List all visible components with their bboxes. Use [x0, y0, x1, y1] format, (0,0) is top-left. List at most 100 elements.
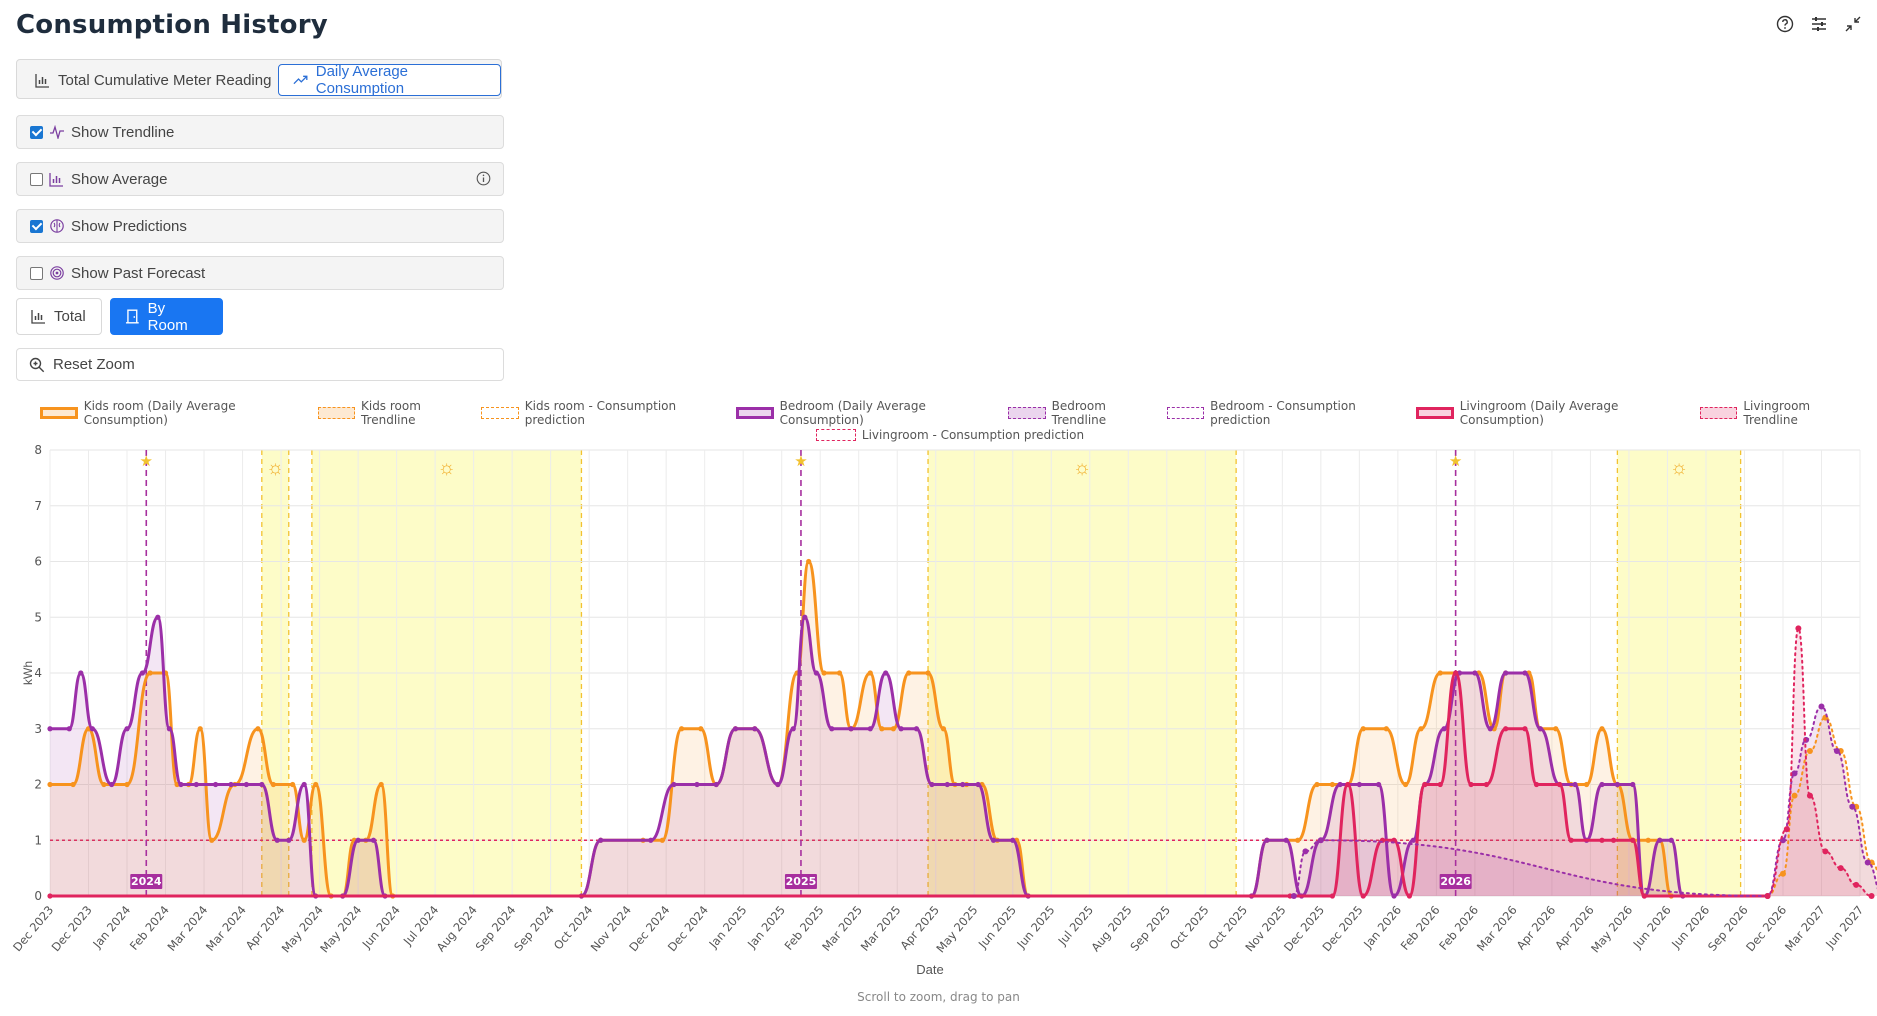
data-point — [1599, 837, 1605, 843]
data-point — [178, 781, 184, 788]
data-point — [732, 726, 739, 732]
reset-zoom-button[interactable]: Reset Zoom — [16, 348, 504, 381]
data-point — [1264, 837, 1270, 843]
legend-item[interactable]: Livingroom Trendline — [1699, 399, 1860, 427]
data-point — [671, 781, 677, 788]
legend-item[interactable]: Livingroom (Daily Average Consumption) — [1416, 399, 1690, 427]
x-axis-title: Date — [916, 962, 943, 977]
data-point — [1418, 726, 1424, 732]
data-point — [243, 781, 250, 788]
data-point — [1557, 781, 1563, 788]
data-point — [1783, 826, 1790, 833]
data-point — [1472, 670, 1478, 676]
info-icon[interactable] — [476, 171, 491, 190]
data-point — [906, 670, 912, 676]
data-point — [802, 614, 808, 620]
data-point — [890, 726, 896, 732]
collapse-icon[interactable] — [1843, 14, 1863, 34]
trendline-checkbox[interactable] — [30, 125, 43, 139]
series-area — [50, 673, 1768, 896]
zoom-icon — [29, 357, 45, 372]
year-badge — [784, 874, 817, 889]
legend-label: Kids room - Consumption prediction — [524, 399, 677, 427]
star-icon: ★ — [140, 453, 153, 470]
data-point — [1657, 837, 1663, 843]
data-point — [821, 670, 827, 676]
y-tick-label: 1 — [34, 833, 42, 847]
data-point — [1791, 792, 1798, 799]
data-point — [101, 781, 107, 788]
legend-label: Bedroom (Daily Average Consumption) — [779, 399, 926, 427]
data-point — [1329, 781, 1336, 788]
legend-label: Livingroom Trendline — [1743, 399, 1811, 427]
data-point — [1818, 703, 1825, 710]
page-title: Consumption History — [16, 10, 328, 40]
legend-item[interactable]: Kids room - Consumption prediction — [481, 399, 726, 427]
bar-chart-icon — [31, 310, 45, 324]
data-point — [124, 726, 130, 732]
cumulative-mode-button[interactable]: Total Cumulative Meter Reading — [21, 64, 285, 96]
year-badge — [130, 874, 163, 889]
total-button[interactable]: Total — [16, 298, 102, 335]
y-tick-label: 0 — [34, 889, 42, 903]
data-point — [1833, 748, 1840, 755]
legend-swatch — [1416, 407, 1454, 419]
legend-item[interactable]: Kids room (Daily Average Consumption) — [40, 399, 308, 427]
data-point — [990, 837, 997, 843]
y-tick-label: 4 — [34, 666, 42, 680]
data-point — [212, 781, 219, 788]
legend-item[interactable]: Bedroom Trendline — [1008, 399, 1156, 427]
daily-mode-button[interactable]: Daily Average Consumption — [278, 63, 501, 97]
data-point — [1764, 893, 1771, 899]
data-point — [1422, 781, 1428, 788]
predictions-label: Show Predictions — [71, 217, 187, 235]
x-tick-label: Oct 2025 — [1167, 903, 1212, 952]
view-mode-toggle: Total Cumulative Meter Reading Daily Ave… — [16, 59, 502, 99]
data-point — [1010, 837, 1016, 843]
data-point — [1283, 837, 1289, 843]
data-point — [813, 670, 819, 676]
data-point — [925, 670, 931, 676]
option-average: Show Average — [16, 162, 504, 196]
data-point — [1437, 670, 1443, 676]
data-point — [1806, 748, 1813, 755]
zoom-hint: Scroll to zoom, drag to pan — [857, 990, 1020, 1004]
legend-swatch — [735, 407, 774, 419]
y-axis-title: kWh — [21, 661, 35, 685]
data-point — [1337, 781, 1343, 788]
bar-chart-icon — [49, 171, 65, 187]
data-point — [155, 614, 161, 620]
data-point — [1668, 837, 1674, 843]
data-point — [913, 726, 920, 732]
data-point — [678, 726, 685, 732]
data-point — [166, 726, 172, 732]
data-point — [1503, 670, 1509, 676]
data-point — [228, 781, 234, 788]
settings-sliders-icon[interactable] — [1809, 14, 1829, 34]
data-point — [598, 837, 604, 843]
help-icon[interactable] — [1775, 14, 1795, 34]
legend-item[interactable]: Bedroom (Daily Average Consumption) — [735, 399, 998, 427]
data-point — [1402, 781, 1409, 788]
legend-swatch — [481, 407, 519, 419]
past-forecast-checkbox[interactable] — [30, 266, 43, 280]
data-point — [370, 837, 377, 843]
average-checkbox[interactable] — [30, 172, 43, 186]
legend-item[interactable]: Livingroom - Consumption prediction — [815, 428, 1084, 442]
data-point — [944, 781, 950, 788]
x-tick-label: Dec 2026 — [1743, 903, 1789, 954]
legend-item[interactable]: Bedroom - Consumption prediction — [1166, 399, 1406, 427]
top-toolbar — [1775, 14, 1863, 34]
option-trendline: Show Trendline — [16, 115, 504, 149]
by-room-button[interactable]: By Room — [110, 298, 223, 335]
data-point — [301, 837, 307, 843]
target-icon — [49, 265, 65, 281]
data-point — [124, 781, 130, 788]
data-point — [659, 837, 665, 843]
data-point — [806, 558, 812, 565]
data-point — [867, 670, 873, 676]
data-point — [1533, 781, 1540, 788]
predictions-checkbox[interactable] — [30, 219, 43, 233]
x-tick-label: Jul 2025 — [1055, 903, 1096, 949]
legend-item[interactable]: Kids room Trendline — [317, 399, 472, 427]
